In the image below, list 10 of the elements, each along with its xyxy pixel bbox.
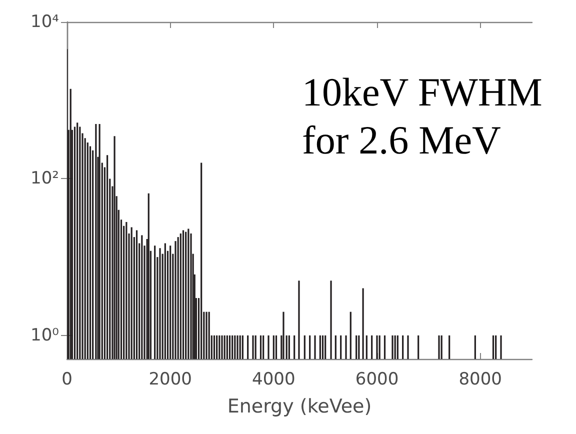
x-tick-label: 8000 [458,370,502,390]
x-axis-title: Energy (keVee) [227,396,372,418]
annotation: 10keV FWHM for 2.6 MeV [302,70,552,162]
y-tick-label: 10⁰ [30,325,60,346]
y-tick-label: 10⁴ [30,12,60,32]
y-tick-label: 10² [30,168,59,189]
x-tick-label: 4000 [252,370,296,390]
x-tick-label: 2000 [148,370,192,390]
x-tick-label: 0 [62,370,72,390]
x-tick-label: 6000 [355,370,399,390]
